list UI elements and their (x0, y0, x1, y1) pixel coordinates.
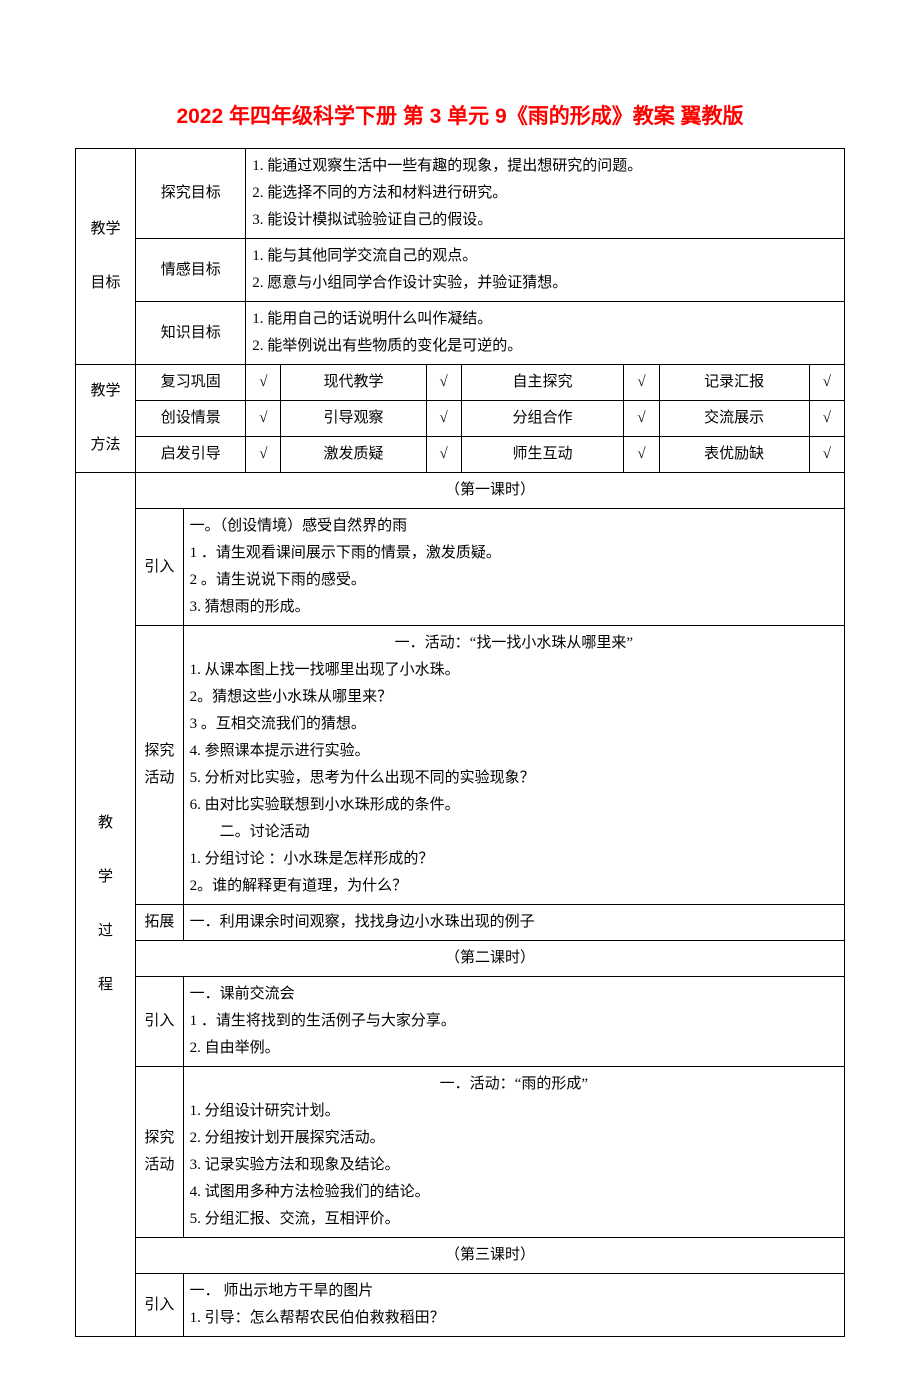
section-heading: 一． 师出示地方干旱的图片 (190, 1278, 838, 1305)
method-cell: 师生互动 (461, 437, 624, 473)
check-icon: √ (624, 365, 659, 401)
lesson2-activity-label: 探究活动 (136, 1067, 184, 1238)
list-item: 1. 能用自己的话说明什么叫作凝结。 (252, 306, 838, 333)
check-icon: √ (246, 401, 281, 437)
list-item: 1. 从课本图上找一找哪里出现了小水珠。 (190, 657, 838, 684)
lesson2-activity-content: 一．活动：“雨的形成” 1. 分组设计研究计划。 2. 分组按计划开展探究活动。… (183, 1067, 844, 1238)
page-title: 2022 年四年级科学下册 第 3 单元 9《雨的形成》教案 翼教版 (75, 100, 845, 130)
lesson2-intro-label: 引入 (136, 977, 184, 1067)
check-icon: √ (809, 437, 844, 473)
section-heading: 二。讨论活动 (190, 819, 838, 846)
methods-main-label: 教学 方法 (76, 365, 136, 473)
lesson3-intro-content: 一． 师出示地方干旱的图片 1. 引导：怎么帮帮农民伯伯救救稻田？ (183, 1274, 844, 1337)
section-heading: 一．活动：“找一找小水珠从哪里来” (190, 630, 838, 657)
method-cell: 自主探究 (461, 365, 624, 401)
method-cell: 激发质疑 (281, 437, 426, 473)
list-item: 2. 能选择不同的方法和材料进行研究。 (252, 180, 838, 207)
list-item: 2. 愿意与小组同学合作设计实验，并验证猜想。 (252, 270, 838, 297)
list-item: 1. 引导：怎么帮帮农民伯伯救救稻田？ (190, 1305, 838, 1332)
method-cell: 分组合作 (461, 401, 624, 437)
goals-main-label: 教学 目标 (76, 149, 136, 365)
lesson2-header: （第二课时） (136, 941, 845, 977)
list-item: 2。猜想这些小水珠从哪里来？ (190, 684, 838, 711)
method-cell: 启发引导 (136, 437, 246, 473)
check-icon: √ (246, 437, 281, 473)
list-item: 1 ．请生观看课间展示下雨的情景，激发质疑。 (190, 540, 838, 567)
list-item: 1. 能与其他同学交流自己的观点。 (252, 243, 838, 270)
list-item: 5. 分组汇报、交流，互相评价。 (190, 1206, 838, 1233)
list-item: 1. 能通过观察生活中一些有趣的现象，提出想研究的问题。 (252, 153, 838, 180)
goals-emotion-label: 情感目标 (136, 239, 246, 302)
list-item: 4. 参照课本提示进行实验。 (190, 738, 838, 765)
section-heading: 一．课前交流会 (190, 981, 838, 1008)
list-item: 3. 猜想雨的形成。 (190, 594, 838, 621)
check-icon: √ (426, 365, 461, 401)
lesson3-intro-label: 引入 (136, 1274, 184, 1337)
check-icon: √ (624, 401, 659, 437)
check-icon: √ (809, 365, 844, 401)
check-icon: √ (246, 365, 281, 401)
section-heading: 一。（创设情境）感受自然界的雨 (190, 513, 838, 540)
goals-emotion-content: 1. 能与其他同学交流自己的观点。 2. 愿意与小组同学合作设计实验，并验证猜想… (246, 239, 845, 302)
lesson3-header: （第三课时） (136, 1238, 845, 1274)
lesson1-activity-label: 探究活动 (136, 626, 184, 905)
lesson1-header: （第一课时） (136, 473, 845, 509)
check-icon: √ (809, 401, 844, 437)
list-item: 2. 分组按计划开展探究活动。 (190, 1125, 838, 1152)
lesson-plan-table: 教学 目标 探究目标 1. 能通过观察生活中一些有趣的现象，提出想研究的问题。 … (75, 148, 845, 1337)
process-main-label: 教 学 过 程 (76, 473, 136, 1337)
list-item: 4. 试图用多种方法检验我们的结论。 (190, 1179, 838, 1206)
list-item: 2 。请生说说下雨的感受。 (190, 567, 838, 594)
lesson1-intro-label: 引入 (136, 509, 184, 626)
method-cell: 引导观察 (281, 401, 426, 437)
goals-knowledge-label: 知识目标 (136, 302, 246, 365)
lesson1-activity-content: 一．活动：“找一找小水珠从哪里来” 1. 从课本图上找一找哪里出现了小水珠。 2… (183, 626, 844, 905)
method-cell: 交流展示 (659, 401, 809, 437)
list-item: 3. 能设计模拟试验验证自己的假设。 (252, 207, 838, 234)
section-heading: 一．活动：“雨的形成” (190, 1071, 838, 1098)
list-item: 3. 记录实验方法和现象及结论。 (190, 1152, 838, 1179)
list-item: 1. 分组讨论 ：小水珠是怎样形成的？ (190, 846, 838, 873)
check-icon: √ (624, 437, 659, 473)
method-cell: 表优励缺 (659, 437, 809, 473)
method-cell: 复习巩固 (136, 365, 246, 401)
lesson1-ext-label: 拓展 (136, 905, 184, 941)
list-item: 3 。互相交流我们的猜想。 (190, 711, 838, 738)
check-icon: √ (426, 401, 461, 437)
method-cell: 记录汇报 (659, 365, 809, 401)
lesson1-intro-content: 一。（创设情境）感受自然界的雨 1 ．请生观看课间展示下雨的情景，激发质疑。 2… (183, 509, 844, 626)
list-item: 6. 由对比实验联想到小水珠形成的条件。 (190, 792, 838, 819)
check-icon: √ (426, 437, 461, 473)
list-item: 1 ．请生将找到的生活例子与大家分享。 (190, 1008, 838, 1035)
goals-inquiry-label: 探究目标 (136, 149, 246, 239)
goals-inquiry-content: 1. 能通过观察生活中一些有趣的现象，提出想研究的问题。 2. 能选择不同的方法… (246, 149, 845, 239)
list-item: 1. 分组设计研究计划。 (190, 1098, 838, 1125)
method-cell: 现代教学 (281, 365, 426, 401)
list-item: 2。谁的解释更有道理，为什么？ (190, 873, 838, 900)
lesson1-ext-content: 一．利用课余时间观察，找找身边小水珠出现的例子 (183, 905, 844, 941)
list-item: 2. 自由举例。 (190, 1035, 838, 1062)
list-item: 2. 能举例说出有些物质的变化是可逆的。 (252, 333, 838, 360)
list-item: 5. 分析对比实验，思考为什么出现不同的实验现象？ (190, 765, 838, 792)
goals-knowledge-content: 1. 能用自己的话说明什么叫作凝结。 2. 能举例说出有些物质的变化是可逆的。 (246, 302, 845, 365)
lesson2-intro-content: 一．课前交流会 1 ．请生将找到的生活例子与大家分享。 2. 自由举例。 (183, 977, 844, 1067)
method-cell: 创设情景 (136, 401, 246, 437)
